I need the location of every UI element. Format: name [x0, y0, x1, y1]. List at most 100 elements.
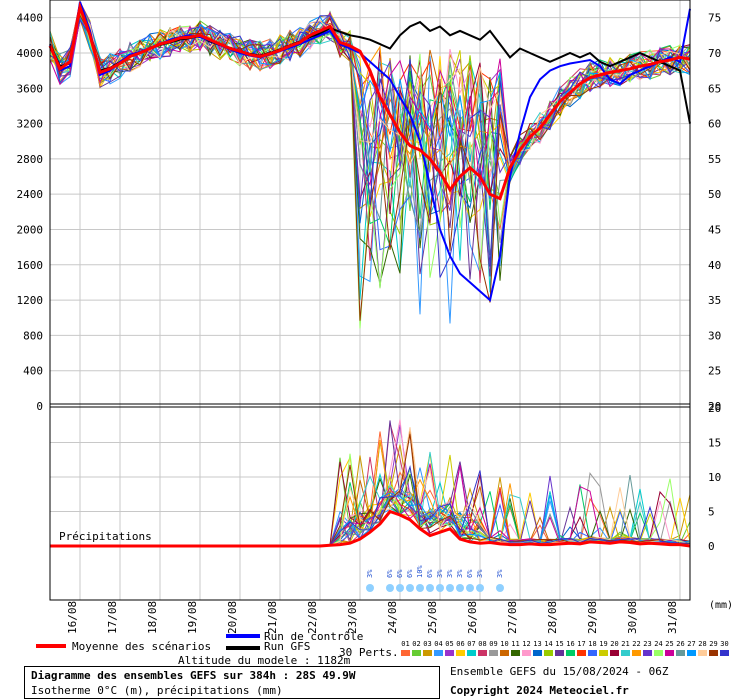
x-tick-label: 26/08: [466, 601, 479, 634]
y-right-tick-label: 65: [708, 82, 721, 95]
copyright: Copyright 2024 Meteociel.fr: [450, 684, 629, 697]
x-tick-label: 21/08: [266, 601, 279, 634]
x-tick-label: 16/08: [66, 601, 79, 634]
perturbation-lines: [49, 0, 691, 547]
legend-control-swatch: [226, 634, 260, 638]
snowflake-icon: [396, 584, 404, 592]
snow-probability-label: 3%: [496, 569, 504, 578]
x-tick-label: 23/08: [346, 601, 359, 634]
snow-probability-label: 6%: [386, 569, 394, 578]
snowflake-icon: [406, 584, 414, 592]
pert-legend-item: 29: [709, 640, 718, 648]
snow-probability-label: 10%: [416, 565, 424, 578]
perturbation-line: [49, 0, 691, 211]
pert-legend-item: 22: [632, 640, 641, 648]
pert-legend-swatch: [401, 650, 410, 656]
snowflake-icon: [436, 584, 444, 592]
snowflake-icon: [366, 584, 374, 592]
mean-line: [48, 1, 691, 201]
y-right-tick-label: 20: [708, 400, 721, 413]
pert-legend-swatch: [709, 650, 718, 656]
x-tick-label: 17/08: [106, 601, 119, 634]
title-box: Diagramme des ensembles GEFS sur 384h : …: [24, 666, 440, 699]
pert-legend-swatch: [412, 650, 421, 656]
y-tick-label: 2000: [17, 223, 44, 236]
pert-legend-swatch: [478, 650, 487, 656]
main-series-lines: [48, 1, 691, 302]
pert-legend-swatch: [588, 650, 597, 656]
pert-legend-swatch: [654, 650, 663, 656]
pert-legend-swatch: [544, 650, 553, 656]
pert-legend-item: 17: [577, 640, 586, 648]
pert-legend-swatch: [434, 650, 443, 656]
perturbation-line: [49, 5, 691, 256]
snow-probability-label: 3%: [476, 569, 484, 578]
pert-legend-item: 08: [478, 640, 487, 648]
snow-probability-label: 6%: [396, 569, 404, 578]
x-tick-label: 25/08: [426, 601, 439, 634]
pert-legend-item: 06: [456, 640, 465, 648]
x-tick-label: 18/08: [146, 601, 159, 634]
precip-tick-label: 15: [708, 437, 721, 450]
pert-legend-swatch: [643, 650, 652, 656]
legend-mean-swatch: [36, 644, 66, 648]
y-right-tick-label: 40: [708, 259, 721, 272]
pert-legend-item: 15: [555, 640, 564, 648]
y-tick-label: 3200: [17, 118, 44, 131]
pert-legend-item: 12: [522, 640, 531, 648]
y-tick-label: 2400: [17, 188, 44, 201]
y-right-tick-label: 35: [708, 294, 721, 307]
x-tick-label: 27/08: [506, 601, 519, 634]
y-tick-label: 800: [23, 329, 43, 342]
precip-panel-label: Précipitations: [59, 530, 152, 543]
axes: [49, 0, 691, 601]
pert-legend-swatch: [577, 650, 586, 656]
snowflake-icon: [466, 584, 474, 592]
pert-legend-item: 02: [412, 640, 421, 648]
y-tick-label: 4000: [17, 47, 44, 60]
pert-legend-swatch: [489, 650, 498, 656]
y-tick-label: 4400: [17, 12, 44, 25]
pert-legend-item: 10: [500, 640, 509, 648]
snowflake-icon: [446, 584, 454, 592]
pert-legend-swatch: [676, 650, 685, 656]
snow-probability-label: 3%: [446, 569, 454, 578]
pert-legend-swatch: [687, 650, 696, 656]
pert-legend-swatch: [665, 650, 674, 656]
precip-mean-line: [50, 509, 691, 548]
y-tick-label: 400: [23, 365, 43, 378]
y-right-tick-label: 70: [708, 47, 721, 60]
x-tick-label: 19/08: [186, 601, 199, 634]
snow-probability-label: 6%: [406, 569, 414, 578]
pert-legend-item: 01: [401, 640, 410, 648]
pert-legend-item: 25: [665, 640, 674, 648]
y-tick-label: 2800: [17, 153, 44, 166]
pert-legend-item: 20: [610, 640, 619, 648]
pert-legend-swatch: [720, 650, 729, 656]
pert-legend-item: 11: [511, 640, 520, 648]
pert-legend-swatch: [698, 650, 707, 656]
chart-title: Diagramme des ensembles GEFS sur 384h : …: [31, 669, 356, 682]
pert-legend-item: 07: [467, 640, 476, 648]
x-tick-label: 30/08: [626, 601, 639, 634]
y-tick-label: 3600: [17, 82, 44, 95]
pert-legend-item: 28: [698, 640, 707, 648]
pert-legend-item: 04: [434, 640, 443, 648]
perturbation-line: [49, 14, 691, 176]
pert-legend-item: 18: [588, 640, 597, 648]
snow-probability-label: 3%: [456, 569, 464, 578]
model-altitude: Altitude du modele : 1182m: [178, 654, 351, 667]
pert-legend-item: 14: [544, 640, 553, 648]
legend-perts-label: 30 Perts.: [339, 646, 399, 659]
y-right-tick-label: 25: [708, 365, 721, 378]
pert-legend-swatch: [555, 650, 564, 656]
pert-legend-swatch: [423, 650, 432, 656]
legend-gfs-label: Run GFS: [264, 640, 311, 653]
pert-legend-item: 26: [676, 640, 685, 648]
precip-tick-label: 0: [708, 540, 715, 553]
precip-tick-label: 10: [708, 471, 721, 484]
y-right-tick-label: 55: [708, 153, 721, 166]
snow-probability-label: 3%: [366, 569, 374, 578]
x-tick-label: 24/08: [386, 601, 399, 634]
y-right-tick-label: 30: [708, 329, 721, 342]
